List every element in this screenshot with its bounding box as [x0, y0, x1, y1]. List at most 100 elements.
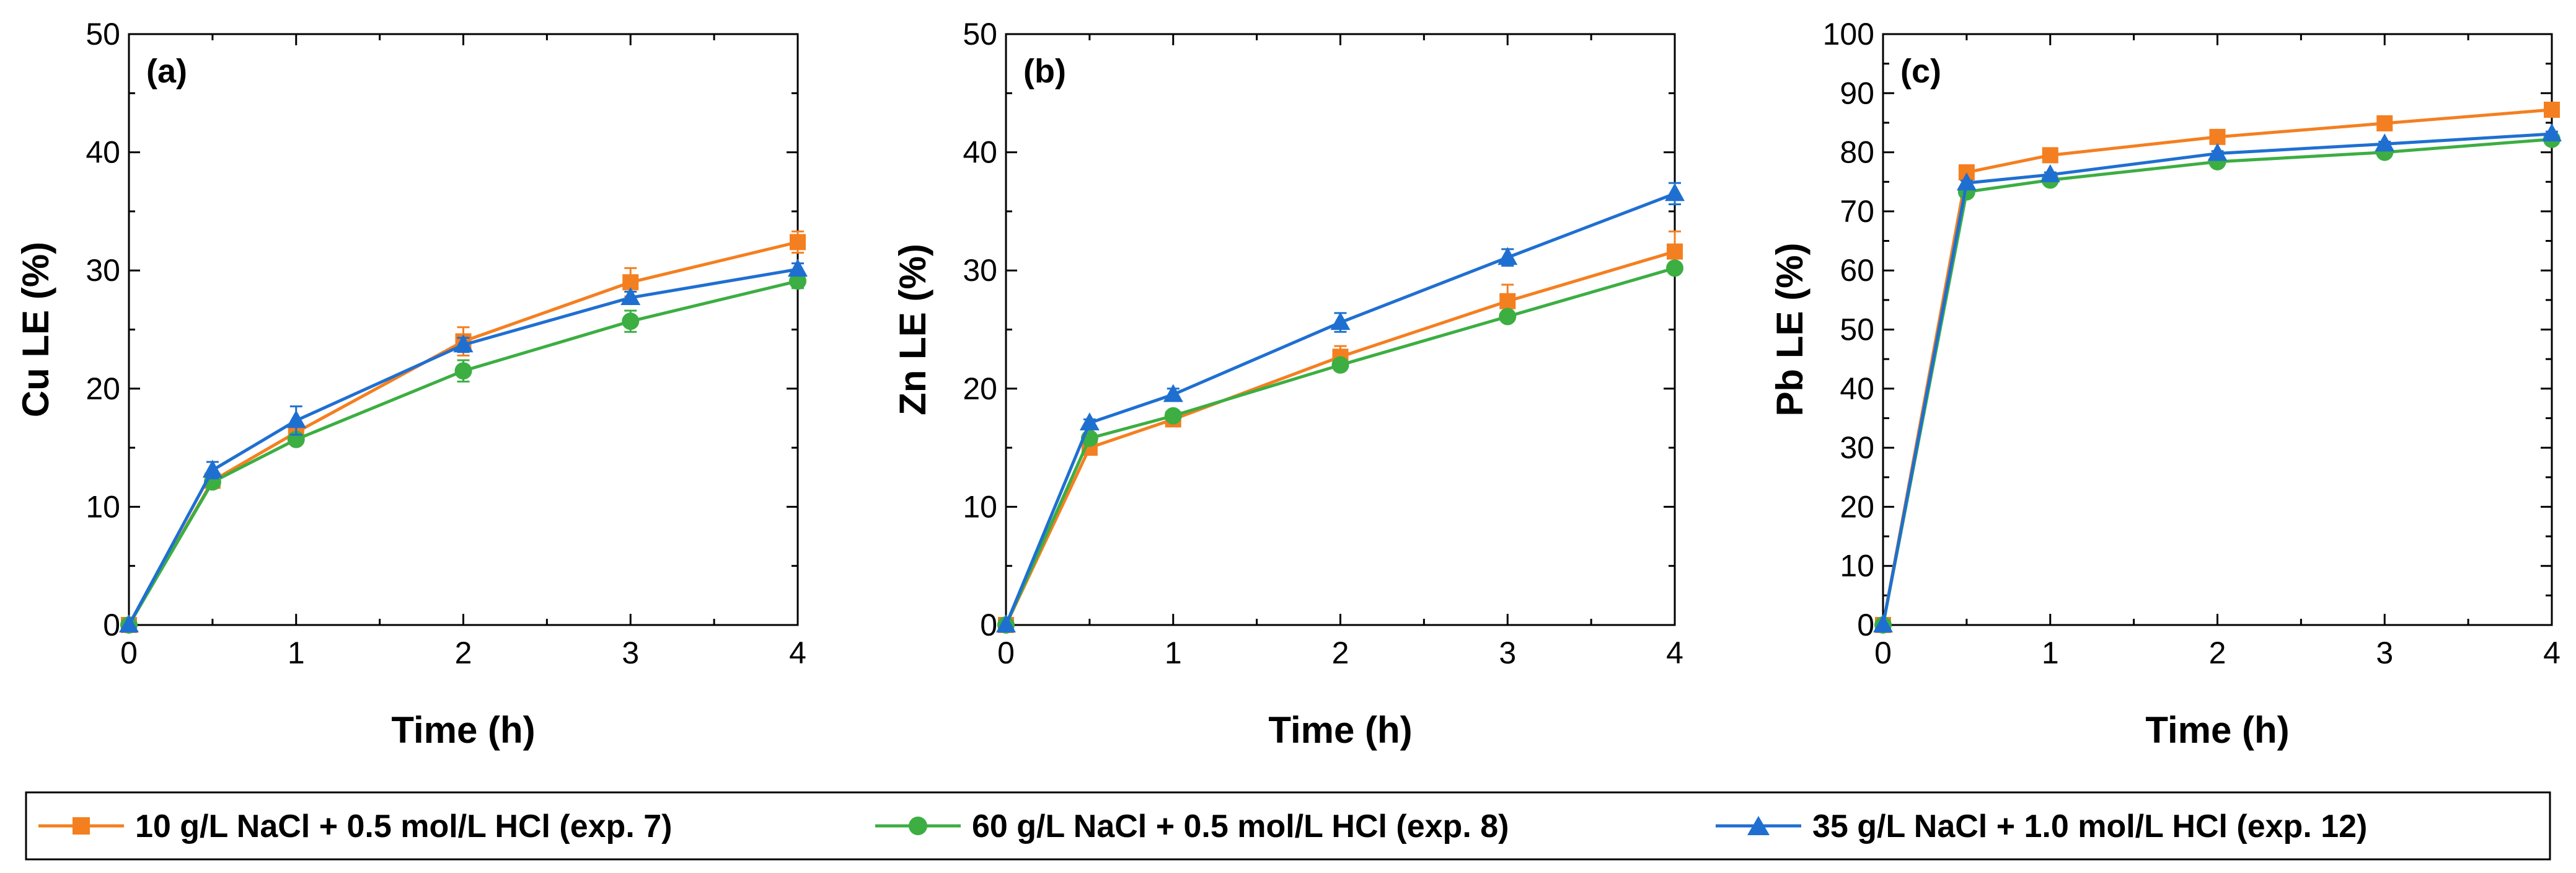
x-tick-label: 2 [1332, 636, 1349, 670]
y-tick-label: 90 [1840, 76, 1874, 110]
data-point-circle [622, 312, 640, 330]
y-tick-label: 40 [86, 135, 120, 170]
x-tick-label: 1 [2042, 636, 2059, 670]
y-tick-label: 50 [1840, 312, 1874, 347]
series-line [1004, 266, 1675, 626]
y-tick-label: 50 [86, 17, 120, 51]
x-tick-label: 0 [1874, 636, 1892, 670]
legend: 10 g/L NaCl + 0.5 mol/L HCl (exp. 7) 60 … [25, 791, 2551, 861]
x-tick-label: 2 [2209, 636, 2226, 670]
data-point-triangle [620, 287, 641, 306]
data-point-triangle [2040, 164, 2060, 182]
x-tick-label: 3 [622, 636, 639, 670]
panel-label: (a) [146, 53, 187, 90]
data-point-triangle [1498, 247, 1518, 265]
series-line [1881, 132, 2552, 626]
data-point-triangle [1873, 614, 1893, 632]
data-point-square [2544, 101, 2560, 118]
data-point-circle [454, 362, 472, 380]
data-point-triangle [996, 614, 1016, 632]
series-line [1004, 192, 1675, 626]
series-3 [119, 259, 808, 632]
legend-marker-circle [909, 817, 927, 835]
data-point-triangle [788, 259, 808, 277]
y-tick-label: 50 [963, 17, 997, 51]
x-tick-label: 4 [1666, 636, 1683, 670]
x-tick-label: 1 [288, 636, 305, 670]
x-axis-title: Time (h) [1268, 709, 1412, 751]
data-point-square [790, 234, 806, 250]
legend-label-exp7: 10 g/L NaCl + 0.5 mol/L HCl (exp. 7) [135, 809, 672, 844]
x-tick-label: 4 [789, 636, 806, 670]
legend-entry-exp7[interactable]: 10 g/L NaCl + 0.5 mol/L HCl (exp. 7) [38, 809, 672, 844]
data-point-square [2042, 147, 2058, 164]
data-point-triangle [453, 334, 474, 353]
x-tick-label: 2 [455, 636, 472, 670]
x-tick-label: 0 [997, 636, 1015, 670]
series-1 [998, 230, 1683, 633]
legend-entry-exp8[interactable]: 60 g/L NaCl + 0.5 mol/L HCl (exp. 8) [875, 809, 1509, 844]
y-axis-title: Zn LE (%) [892, 244, 933, 415]
data-point-circle [1164, 407, 1182, 425]
series-line [127, 241, 798, 626]
series-3 [1873, 123, 2562, 632]
series-line [127, 279, 798, 626]
y-axis-title: Cu LE (%) [15, 242, 56, 417]
data-point-triangle [202, 459, 223, 478]
data-point-square [2209, 128, 2226, 145]
legend-marker-triangle [1747, 816, 1770, 835]
data-point-circle [1331, 356, 1349, 374]
y-tick-label: 30 [1840, 430, 1874, 465]
y-tick-label: 0 [980, 608, 997, 642]
plot-frame [1882, 33, 2553, 626]
panel-label: (b) [1023, 53, 1066, 90]
data-point-triangle [286, 410, 306, 428]
legend-label-exp12: 35 g/L NaCl + 1.0 mol/L HCl (exp. 12) [1812, 809, 2367, 844]
data-point-circle [1499, 308, 1517, 326]
data-point-triangle [1079, 412, 1100, 431]
x-tick-label: 3 [1499, 636, 1516, 670]
legend-frame [25, 791, 2551, 861]
series-2 [1874, 130, 2561, 634]
x-tick-label: 3 [2376, 636, 2393, 670]
series-line [1881, 138, 2552, 626]
series-line [1004, 250, 1675, 626]
y-tick-label: 10 [963, 489, 997, 524]
y-tick-label: 20 [963, 371, 997, 406]
legend-entry-exp12[interactable]: 35 g/L NaCl + 1.0 mol/L HCl (exp. 12) [1716, 809, 2367, 844]
data-point-triangle [2542, 123, 2562, 142]
series-line [127, 267, 798, 626]
series-3 [996, 182, 1685, 632]
data-point-triangle [1956, 172, 1977, 191]
y-tick-label: 60 [1840, 253, 1874, 288]
x-tick-label: 0 [120, 636, 138, 670]
data-point-triangle [119, 614, 139, 632]
y-tick-label: 20 [1840, 489, 1874, 524]
y-tick-label: 0 [1857, 608, 1874, 642]
x-tick-label: 4 [2543, 636, 2561, 670]
y-tick-label: 30 [963, 253, 997, 288]
y-tick-label: 100 [1823, 17, 1874, 51]
data-point-square [1667, 243, 1683, 260]
y-tick-label: 30 [86, 253, 120, 288]
data-point-triangle [2375, 133, 2395, 152]
legend-label-exp8: 60 g/L NaCl + 0.5 mol/L HCl (exp. 8) [972, 809, 1509, 844]
y-tick-label: 10 [1840, 549, 1874, 583]
data-point-square [1499, 293, 1516, 309]
panel-label: (c) [1900, 53, 1941, 90]
x-axis-title: Time (h) [391, 709, 535, 751]
y-tick-label: 80 [1840, 135, 1874, 170]
legend-marker-square [73, 817, 90, 835]
y-tick-label: 40 [1840, 371, 1874, 406]
data-point-circle [1666, 259, 1683, 277]
data-point-triangle [1665, 183, 1685, 202]
y-tick-label: 20 [86, 371, 120, 406]
series-1 [121, 230, 806, 633]
series-line [1881, 108, 2552, 626]
series-2 [997, 259, 1683, 634]
x-tick-label: 1 [1165, 636, 1182, 670]
